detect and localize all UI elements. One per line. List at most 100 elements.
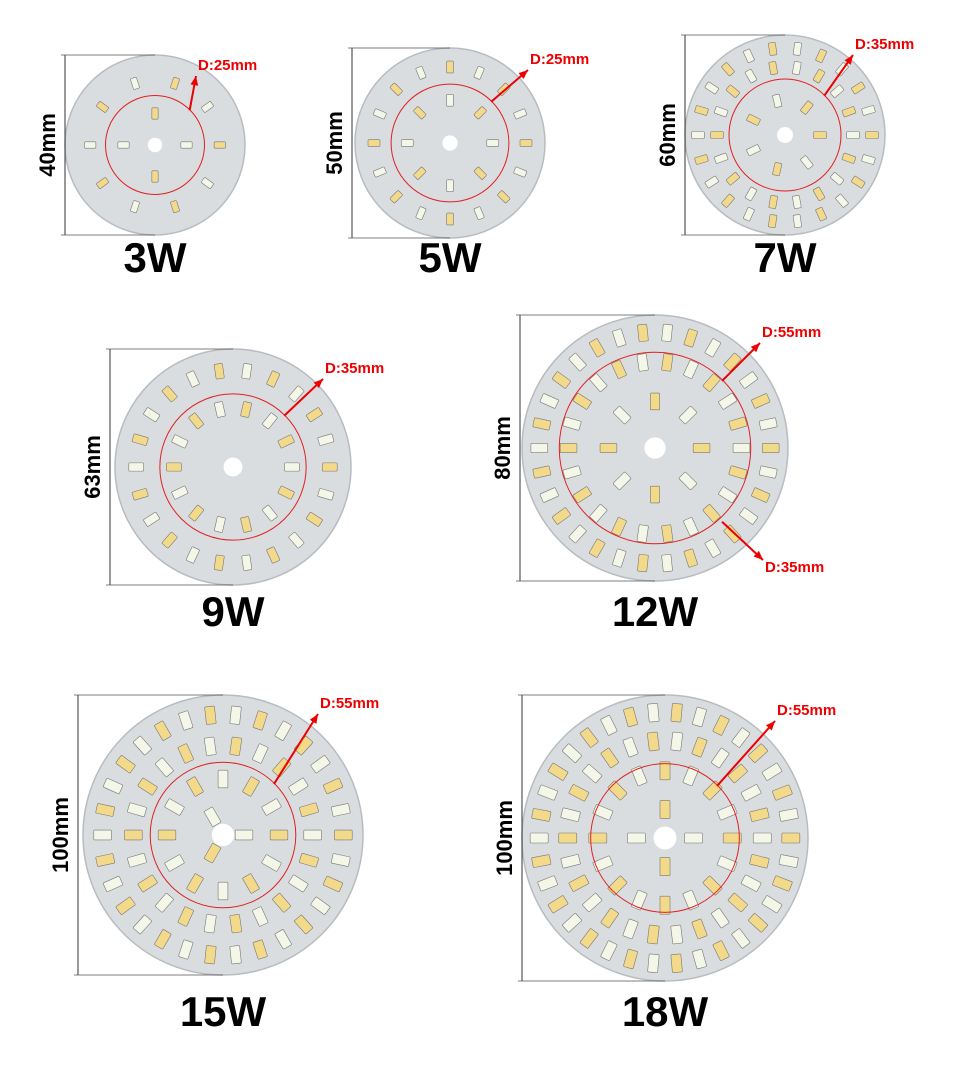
led (589, 373, 608, 392)
led (130, 76, 140, 90)
led (600, 940, 618, 961)
led (241, 554, 253, 571)
led (721, 193, 735, 208)
led (792, 61, 802, 75)
led (185, 546, 200, 564)
led (830, 84, 845, 98)
led (631, 889, 648, 911)
led (272, 892, 292, 913)
led (240, 516, 252, 533)
led (127, 852, 147, 868)
red-ring (149, 761, 297, 909)
led (865, 131, 879, 139)
led (748, 743, 768, 763)
led (217, 881, 229, 901)
led (532, 417, 552, 431)
led (702, 373, 721, 392)
led (751, 393, 771, 409)
led (739, 507, 759, 525)
led (305, 407, 323, 423)
led (213, 554, 225, 571)
led (154, 892, 174, 913)
led (661, 524, 674, 543)
led (683, 548, 698, 568)
led (95, 803, 115, 817)
led (513, 108, 528, 120)
led (692, 443, 711, 453)
led (683, 328, 698, 348)
led (171, 485, 189, 500)
led (781, 832, 801, 844)
diameter-label: D:55mm (777, 702, 836, 719)
led (331, 803, 351, 817)
led (716, 855, 738, 872)
led (562, 416, 582, 431)
power-label: 5W (419, 234, 482, 281)
led (846, 131, 860, 139)
led (704, 338, 722, 358)
led (317, 433, 335, 446)
led (213, 141, 226, 149)
arrow-head (753, 550, 763, 560)
led (636, 524, 649, 543)
led (851, 175, 866, 189)
led (558, 832, 578, 844)
led (772, 784, 793, 801)
led (322, 777, 344, 795)
led (684, 832, 703, 844)
led (559, 443, 578, 453)
led (725, 84, 740, 98)
size-label: 100mm (492, 800, 517, 876)
led (800, 100, 814, 115)
led (683, 359, 699, 379)
led (186, 776, 204, 797)
led (562, 913, 582, 933)
led (413, 106, 427, 120)
led (203, 914, 217, 934)
led (579, 928, 599, 949)
led (739, 371, 759, 389)
led (415, 206, 427, 221)
led (600, 907, 619, 929)
led (744, 68, 758, 84)
led (288, 385, 305, 403)
led (201, 101, 214, 113)
led (128, 462, 144, 472)
led (761, 895, 783, 914)
led (262, 504, 278, 522)
led (830, 172, 845, 186)
led (203, 736, 217, 756)
power-label: 7W (754, 234, 817, 281)
led (137, 874, 158, 893)
led (813, 131, 827, 139)
led (127, 802, 147, 818)
led (272, 757, 292, 778)
led (188, 504, 204, 522)
led (711, 747, 730, 769)
led (415, 65, 427, 80)
led (713, 152, 729, 164)
led (815, 48, 827, 64)
led (582, 892, 603, 913)
led (568, 352, 587, 372)
led (299, 852, 319, 868)
led (778, 808, 799, 822)
led (413, 166, 427, 180)
led (274, 720, 292, 741)
center-hole (644, 437, 666, 459)
led (170, 76, 180, 90)
led (711, 907, 730, 929)
size-label: 60mm (655, 103, 680, 167)
led (473, 106, 487, 120)
led (547, 895, 569, 914)
led (537, 875, 558, 892)
led (310, 896, 331, 915)
led (718, 392, 738, 410)
led (164, 854, 185, 872)
led (177, 743, 194, 764)
led (560, 854, 581, 869)
led (133, 914, 152, 935)
led (96, 177, 109, 189)
led (650, 392, 660, 411)
